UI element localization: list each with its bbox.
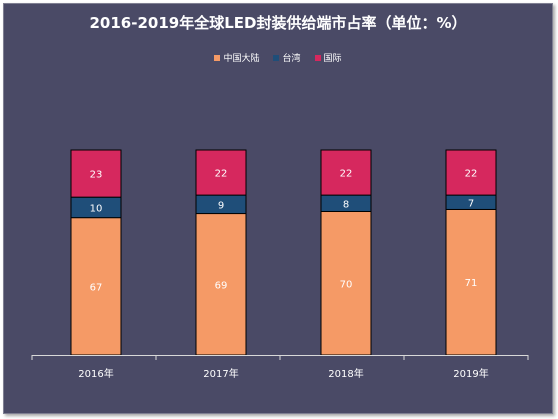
data-label-3-2: 22 <box>465 169 478 180</box>
bar-segment-2-0 <box>320 211 372 356</box>
data-label-3-1: 7 <box>468 198 474 209</box>
data-label-0-1: 10 <box>90 203 103 214</box>
data-label-2-1: 8 <box>343 199 349 210</box>
bar-segment-1-0 <box>195 213 247 356</box>
bar-group-3: 71 7 22 <box>445 149 497 356</box>
bar-segment-3-2 <box>445 149 497 196</box>
legend-item-1: 台湾 <box>273 51 301 64</box>
data-label-2-2: 22 <box>340 169 353 180</box>
data-label-2-0: 70 <box>340 279 353 290</box>
legend-label-2: 国际 <box>323 54 342 64</box>
bar-segment-3-0 <box>445 208 497 356</box>
bar-segment-1-2 <box>195 149 247 196</box>
legend-item-0: 中国大陆 <box>214 51 259 64</box>
stacked-bar-chart: 67 10 23 69 9 22 70 8 22 71 7 22 2016年 2017年 2018年 2019… <box>31 149 529 380</box>
bar-group-0: 67 10 23 <box>70 149 122 356</box>
chart-title: 2016-2019年全球LED封装供给端市占率（单位：%） <box>89 14 467 32</box>
x-tick-label-1: 2017年 <box>203 367 238 380</box>
legend-item-2: 国际 <box>314 51 342 64</box>
data-label-3-0: 71 <box>465 278 478 289</box>
x-tick-label-0: 2016年 <box>78 367 113 380</box>
bar-group-2: 70 8 22 <box>320 149 372 356</box>
x-tick-label-3: 2019年 <box>453 367 488 380</box>
x-tick-label-2: 2018年 <box>328 367 363 380</box>
legend-swatch-2 <box>314 54 321 61</box>
data-label-0-2: 23 <box>90 170 103 181</box>
bar-group-1: 69 9 22 <box>195 149 247 356</box>
bar-segment-0-0 <box>70 217 122 356</box>
data-label-1-2: 22 <box>215 169 228 180</box>
data-label-1-1: 9 <box>218 200 224 211</box>
bar-segment-0-2 <box>70 149 122 198</box>
data-label-0-0: 67 <box>90 282 103 293</box>
chart-legend: 中国大陆 台湾 国际 <box>4 51 552 64</box>
legend-label-0: 中国大陆 <box>223 54 260 64</box>
legend-swatch-0 <box>214 54 221 61</box>
legend-swatch-1 <box>273 54 280 61</box>
chart-frame: 2016-2019年全球LED封装供给端市占率（单位：%） 中国大陆 台湾 国际… <box>3 3 553 414</box>
data-label-1-0: 69 <box>215 280 228 291</box>
bar-segment-2-2 <box>320 149 372 196</box>
legend-label-1: 台湾 <box>282 54 301 64</box>
